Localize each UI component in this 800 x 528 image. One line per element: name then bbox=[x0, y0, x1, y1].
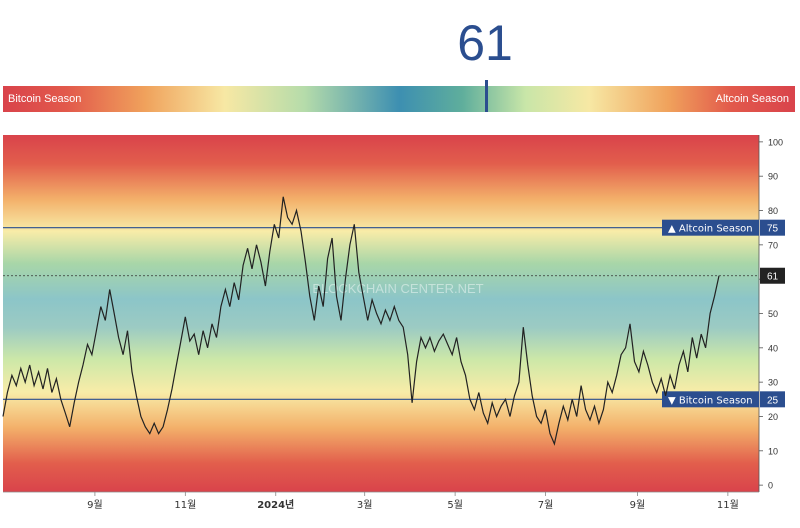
threshold-value-box bbox=[760, 391, 785, 408]
x-tick-label: 11월 bbox=[717, 499, 739, 511]
x-tick-label: 9월 bbox=[630, 499, 646, 511]
threshold-label-box bbox=[662, 391, 759, 408]
watermark: BLOCKCHAIN CENTER.NET bbox=[312, 281, 483, 296]
y-tick-label: 10 bbox=[768, 446, 778, 456]
x-tick-label: 7월 bbox=[538, 499, 554, 511]
y-tick-label: 90 bbox=[768, 172, 778, 182]
chart-background bbox=[3, 135, 759, 492]
y-tick-label: 20 bbox=[768, 412, 778, 422]
x-tick-label: 2024년 bbox=[257, 498, 294, 511]
y-tick-label: 30 bbox=[768, 378, 778, 388]
threshold-value-label: 25 bbox=[767, 395, 779, 406]
current-value-label: 61 bbox=[767, 272, 779, 283]
threshold-value-box bbox=[760, 219, 785, 236]
threshold-value-label: 75 bbox=[767, 224, 779, 235]
y-tick-label: 80 bbox=[768, 206, 778, 216]
threshold-label: ▼ Bitcoin Season bbox=[668, 395, 753, 406]
y-tick-label: 40 bbox=[768, 343, 778, 353]
gauge-label-altcoin-season: Altcoin Season bbox=[715, 93, 789, 105]
current-value-marker: 61 bbox=[3, 267, 785, 284]
current-value-box bbox=[760, 267, 785, 284]
threshold-lines: ▲ Altcoin Season 75 ▼ Bitcoin Season 25 bbox=[3, 219, 785, 408]
y-tick-label: 50 bbox=[768, 309, 778, 319]
x-axis: 9월 11월 2024년 3월 5월 7월 9월 11월 bbox=[87, 492, 739, 511]
y-tick-label: 70 bbox=[768, 240, 778, 250]
y-tick-label: 0 bbox=[768, 481, 773, 491]
season-gauge: Bitcoin Season Altcoin Season bbox=[3, 80, 795, 112]
threshold-label-box bbox=[662, 219, 759, 236]
series-line bbox=[2, 196, 720, 446]
gauge-label-bitcoin-season: Bitcoin Season bbox=[8, 93, 82, 105]
y-axis: 0102030405060708090100 bbox=[759, 137, 783, 491]
gauge-needle bbox=[484, 80, 488, 112]
y-tick-label: 100 bbox=[768, 137, 783, 147]
x-tick-label: 11월 bbox=[174, 499, 196, 511]
index-value: 61 bbox=[457, 15, 513, 71]
threshold-label: ▲ Altcoin Season bbox=[668, 224, 753, 235]
x-tick-label: 5월 bbox=[447, 499, 463, 511]
x-tick-label: 9월 bbox=[87, 499, 103, 511]
x-tick-label: 3월 bbox=[357, 499, 373, 511]
